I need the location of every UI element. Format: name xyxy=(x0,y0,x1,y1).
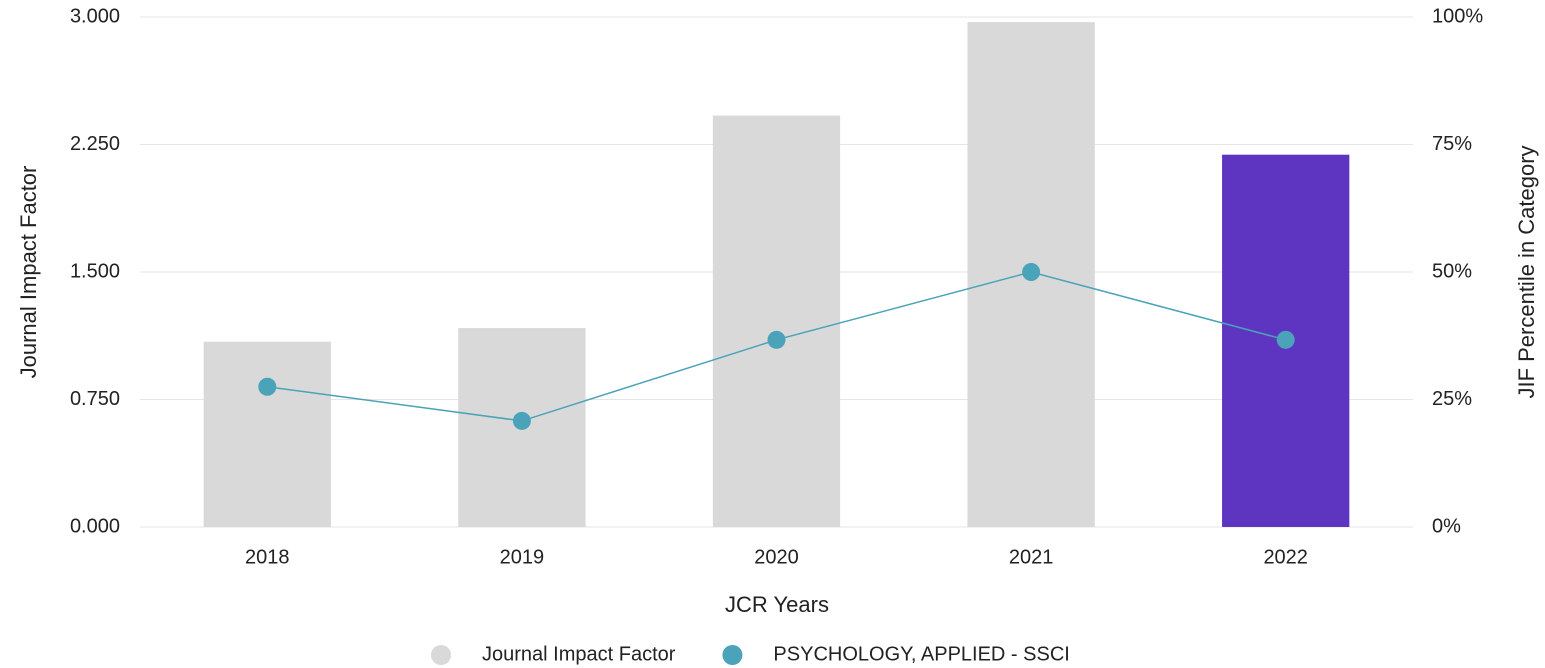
y2-tick-label: 0% xyxy=(1432,515,1461,537)
y-tick-label: 3.000 xyxy=(70,5,120,27)
legend-marker xyxy=(722,645,743,665)
line-point xyxy=(1276,330,1295,349)
line-point xyxy=(512,411,531,430)
y2-tick-label: 25% xyxy=(1432,388,1472,410)
y-tick-label: 2.250 xyxy=(70,133,120,155)
line-point xyxy=(767,330,786,349)
line-point xyxy=(1022,263,1041,281)
legend-marker xyxy=(431,645,451,665)
x-tick-label: 2020 xyxy=(754,546,799,568)
bar xyxy=(203,341,331,527)
y2-tick-label: 50% xyxy=(1432,260,1472,282)
y2-tick-label: 75% xyxy=(1432,133,1472,155)
bar xyxy=(712,115,841,527)
y-tick-label: 0.750 xyxy=(70,388,120,410)
x-tick-label: 2022 xyxy=(1263,546,1308,568)
legend-label: PSYCHOLOGY, APPLIED - SSCI xyxy=(773,643,1069,665)
x-axis-title: JCR Years xyxy=(725,592,829,617)
x-tick-label: 2018 xyxy=(245,546,290,568)
legend-label: Journal Impact Factor xyxy=(482,643,676,665)
line-point xyxy=(258,377,277,396)
y-tick-label: 1.500 xyxy=(70,260,120,282)
x-tick-label: 2021 xyxy=(1009,546,1054,568)
y-tick-label: 0.000 xyxy=(70,515,120,537)
x-tick-label: 2019 xyxy=(500,546,545,568)
y2-tick-label: 100% xyxy=(1432,5,1483,27)
y2-axis-title: JIF Percentile in Category xyxy=(1514,145,1539,398)
y-axis-title: Journal Impact Factor xyxy=(16,166,41,379)
